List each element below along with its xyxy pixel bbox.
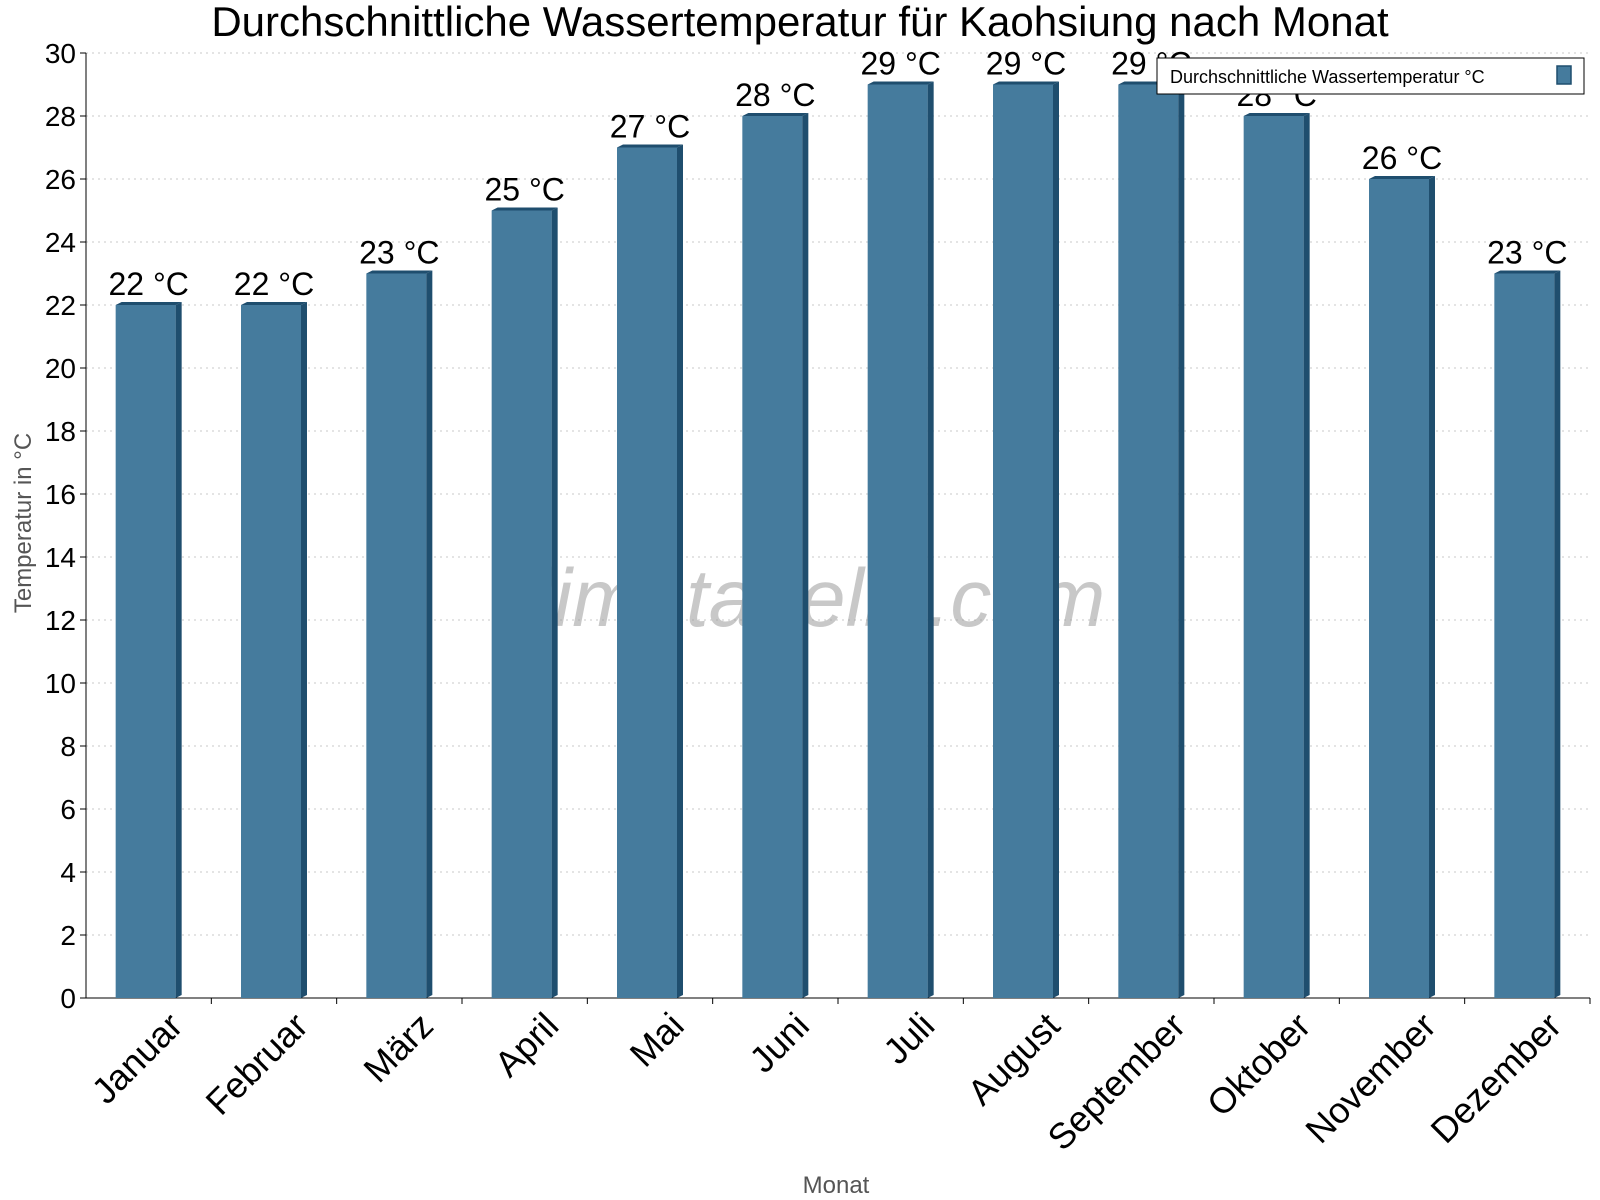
- bar: [1118, 81, 1185, 998]
- x-tick-label: April: [486, 1005, 566, 1085]
- bar-front: [1118, 84, 1179, 998]
- bar-front: [241, 305, 301, 998]
- y-tick-label: 4: [60, 857, 76, 888]
- data-label: 29 °C: [986, 46, 1066, 82]
- y-tick-label: 6: [60, 794, 76, 825]
- bar-series: [115, 81, 1561, 998]
- x-tick-label: Dezember: [1423, 1005, 1569, 1151]
- data-label: 28 °C: [735, 77, 815, 113]
- x-tick-label: März: [355, 1005, 441, 1091]
- bar-side: [1053, 81, 1059, 998]
- bar-front: [742, 116, 803, 998]
- bar-side: [426, 270, 433, 998]
- y-tick-label: 20: [45, 353, 76, 384]
- y-tick-label: 26: [45, 164, 76, 195]
- data-label: 29 °C: [860, 46, 940, 82]
- bar-top: [867, 81, 934, 85]
- y-tick-label: 22: [45, 290, 76, 321]
- y-tick-label: 16: [45, 479, 76, 510]
- bar-side: [175, 302, 182, 998]
- bar-front: [1369, 179, 1429, 998]
- data-label: 27 °C: [610, 109, 690, 145]
- legend-box: [1156, 57, 1585, 95]
- data-label: 22 °C: [108, 266, 188, 302]
- bar-front: [993, 84, 1053, 998]
- data-label: 22 °C: [234, 266, 314, 302]
- bar-front: [366, 273, 427, 998]
- chart-title: Durchschnittliche Wassertemperatur für K…: [211, 0, 1389, 45]
- bar: [1369, 176, 1435, 998]
- x-axis: Januar Februar März April Mai Juni Juli AugustS…: [83, 997, 1591, 1159]
- bar: [115, 302, 182, 998]
- bar: [993, 81, 1059, 998]
- bar: [1243, 113, 1310, 998]
- bar: [1494, 270, 1561, 998]
- x-tick-label: Juli: [875, 1005, 942, 1072]
- x-tick-label: Januar: [83, 1005, 190, 1112]
- y-tick-label: 18: [45, 416, 76, 447]
- bar: [491, 207, 558, 998]
- x-tick-label: August: [959, 1005, 1067, 1113]
- legend: Durchschnittliche Wassertemperatur °C: [1156, 57, 1585, 95]
- bar-top: [1494, 270, 1561, 274]
- bar-side: [677, 144, 683, 998]
- bar-side: [1429, 176, 1435, 998]
- bar-front: [1243, 116, 1304, 998]
- bar: [742, 113, 809, 998]
- bar: [617, 144, 683, 998]
- bar-side: [927, 81, 934, 998]
- x-tick-label: Oktober: [1199, 1005, 1319, 1125]
- data-labels: 22 °C 22 °C 23 °C 25 °C 27 °C 28 °C 29 °C 29 °C…: [108, 46, 1567, 303]
- bar: [241, 302, 307, 998]
- bar-top: [1243, 113, 1310, 116]
- bar-top: [1369, 176, 1435, 179]
- data-label: 25 °C: [484, 172, 564, 208]
- data-label: 23 °C: [359, 235, 439, 271]
- bar-top: [742, 113, 809, 116]
- y-tick-label: 8: [60, 731, 76, 762]
- y-tick-label: 0: [60, 983, 76, 1014]
- x-tick-label: November: [1297, 1005, 1443, 1151]
- y-tick-label: 28: [45, 101, 76, 132]
- gridlines: [86, 52, 1590, 936]
- data-label: 23 °C: [1487, 235, 1567, 271]
- bar-top: [617, 144, 683, 148]
- y-tick-label: 14: [45, 542, 76, 573]
- y-tick-label: 10: [45, 668, 76, 699]
- bar-side: [301, 302, 307, 998]
- x-tick-label: Mai: [622, 1005, 692, 1075]
- bar-top: [366, 270, 433, 274]
- x-tick-label: Februar: [198, 1005, 316, 1123]
- x-axis-label: Monat: [803, 1172, 870, 1199]
- bar-top: [993, 81, 1059, 85]
- y-tick-label: 12: [45, 605, 76, 636]
- bar-side: [1303, 113, 1310, 998]
- bar-side: [551, 207, 558, 998]
- bar-front: [867, 84, 928, 998]
- legend-label: Durchschnittliche Wassertemperatur °C: [1170, 67, 1485, 87]
- y-axis-label: Temperatur in °C: [10, 433, 37, 613]
- bar-front: [115, 305, 176, 998]
- bar-front: [617, 147, 677, 998]
- y-tick-label: 24: [45, 227, 76, 258]
- bar-top: [491, 207, 558, 211]
- bar-side: [802, 113, 809, 998]
- bar: [366, 270, 433, 998]
- bar-top: [241, 302, 307, 305]
- bar-side: [1178, 81, 1185, 998]
- legend-swatch: [1556, 65, 1572, 85]
- bar-front: [491, 210, 552, 998]
- bar-front: [1494, 273, 1555, 998]
- y-tick-label: 30: [45, 38, 76, 69]
- data-label: 26 °C: [1362, 140, 1442, 176]
- bar: [867, 81, 934, 998]
- bar-side: [1554, 270, 1561, 998]
- x-tick-label: September: [1039, 1005, 1193, 1159]
- x-tick-label: Juni: [741, 1005, 817, 1081]
- bar-top: [115, 302, 182, 305]
- y-tick-label: 2: [60, 920, 76, 951]
